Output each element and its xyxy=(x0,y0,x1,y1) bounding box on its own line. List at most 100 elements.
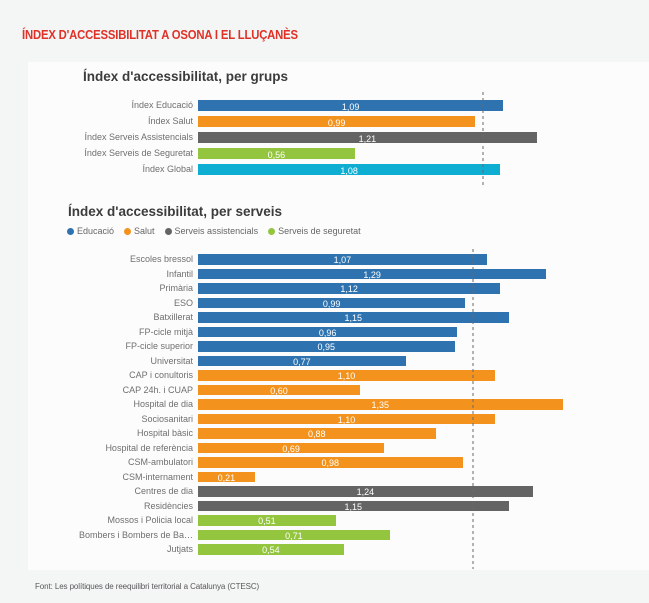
chart-services-title: Índex d'accessibilitat, per serveis xyxy=(68,204,283,219)
value-label: 0,95 xyxy=(317,342,336,352)
bar: 1,08 xyxy=(198,163,501,176)
category-label: CSM-ambulatori xyxy=(127,457,193,468)
value-label: 1,09 xyxy=(341,101,360,112)
bar: 0,99 xyxy=(198,115,476,128)
bar: 0,51 xyxy=(198,515,336,526)
category-label: CSM-internament xyxy=(122,471,193,482)
value-label: 0,96 xyxy=(318,327,337,338)
bar-row: Universitat 0,77 xyxy=(28,354,649,369)
chart-services-legend: Educació Salut Serveis assistencials Servei… xyxy=(67,226,361,236)
bar: 1,15 xyxy=(198,312,509,323)
value-label: 0,71 xyxy=(285,530,303,541)
bar-row: Primària 1,12 xyxy=(28,281,649,296)
bar: 1,09 xyxy=(198,99,504,112)
source-note: Font: Les polítiques de reequilibri terr… xyxy=(35,582,260,591)
bar-row: Índex Serveis Assistencials 1,21 xyxy=(28,129,649,145)
legend-item: Serveis assistencials xyxy=(164,226,259,236)
legend-dot-icon xyxy=(164,227,172,235)
value-label: 1,07 xyxy=(333,255,352,265)
value-label: 1,35 xyxy=(371,400,390,410)
bar-row: Batxillerat 1,15 xyxy=(28,310,649,325)
bar: 0,56 xyxy=(198,147,355,160)
bar: 0,21 xyxy=(198,471,255,483)
legend-item: Serveis de seguretat xyxy=(268,226,361,236)
legend-dot-icon xyxy=(67,227,74,235)
value-label: 1,10 xyxy=(337,414,356,425)
bar-row: Centres de dia 1,24 xyxy=(28,484,649,499)
value-label: 0,56 xyxy=(267,149,286,160)
category-label: ESO xyxy=(173,297,193,308)
category-label: Hospital de dia xyxy=(133,399,193,410)
bar-row: Índex Global 1,08 xyxy=(28,161,649,177)
bar: 0,71 xyxy=(198,529,390,541)
reference-line xyxy=(482,92,484,186)
bar: 0,54 xyxy=(198,544,344,555)
legend-label: Educació xyxy=(77,226,115,236)
bar: 0,95 xyxy=(198,341,455,352)
bar-row: ESO 0,99 xyxy=(28,296,649,311)
value-label: 0,99 xyxy=(327,117,346,128)
bar: 1,35 xyxy=(198,399,563,410)
category-label: Residències xyxy=(143,500,193,511)
bar-row: CSM-internament 0,21 xyxy=(28,470,649,485)
category-label: Primària xyxy=(159,283,193,294)
bar: 1,29 xyxy=(198,268,547,280)
category-label: Infantil xyxy=(166,268,193,279)
bar-row: Hospital de referència 0,69 xyxy=(28,441,649,456)
value-label: 0,21 xyxy=(217,472,236,483)
bar-row: Índex Serveis de Seguretat 0,56 xyxy=(28,145,649,161)
bar-row: Infantil 1,29 xyxy=(28,267,649,282)
category-label: Jutjats xyxy=(166,544,193,555)
category-label: Universitat xyxy=(150,355,193,366)
bar-row: Mossos i Policia local 0,51 xyxy=(28,513,649,528)
bar: 1,15 xyxy=(198,500,509,512)
value-label: 1,15 xyxy=(344,313,363,323)
value-label: 1,12 xyxy=(340,284,358,294)
category-label: Centres de dia xyxy=(134,486,193,497)
category-label: FP-cicle mitjà xyxy=(138,326,193,337)
value-label: 0,51 xyxy=(258,516,276,526)
chart-panel: Índex d'accessibilitat, per grups Índex … xyxy=(28,62,649,570)
bar: 1,10 xyxy=(198,413,495,425)
bar-row: Índex Educació 1,09 xyxy=(28,97,649,113)
category-label: Batxillerat xyxy=(153,312,193,323)
value-label: 1,24 xyxy=(356,487,375,497)
chart-groups-title: Índex d'accessibilitat, per grups xyxy=(83,69,289,84)
bar: 0,60 xyxy=(198,384,360,396)
category-label: Hospital de referència xyxy=(105,442,193,453)
legend-item: Educació xyxy=(67,226,114,236)
bar: 0,88 xyxy=(198,428,436,439)
category-label: Índex Global xyxy=(142,164,193,174)
category-label: Sociosanitari xyxy=(141,413,193,424)
bar-row: CAP 24h. i CUAP 0,60 xyxy=(28,383,649,398)
value-label: 0,98 xyxy=(321,458,340,468)
value-label: 0,60 xyxy=(270,385,288,396)
bar-row: CAP i conultoris 1,10 xyxy=(28,368,649,383)
category-label: Mossos i Policia local xyxy=(107,515,193,526)
bar: 0,69 xyxy=(198,442,385,454)
bar-row: Bombers i Bombers de Ba… 0,71 xyxy=(28,528,649,543)
bar: 0,99 xyxy=(198,297,466,309)
value-label: 1,15 xyxy=(344,501,363,512)
legend-label: Serveis assistencials xyxy=(174,226,259,236)
value-label: 0,54 xyxy=(262,545,280,555)
value-label: 1,10 xyxy=(337,371,356,381)
bar-row: Jutjats 0,54 xyxy=(28,542,649,557)
value-label: 1,21 xyxy=(358,133,377,144)
category-label: Bombers i Bombers de Ba… xyxy=(78,529,193,540)
category-label: FP-cicle superior xyxy=(125,341,193,352)
bar-row: Hospital bàsic 0,88 xyxy=(28,426,649,441)
category-label: Índex Serveis Assistencials xyxy=(84,132,193,142)
bar: 1,24 xyxy=(198,486,533,497)
bar-row: FP-cicle superior 0,95 xyxy=(28,339,649,354)
bar-row: Escoles bressol 1,07 xyxy=(28,252,649,267)
bar-row: FP-cicle mitjà 0,96 xyxy=(28,325,649,340)
legend-item: Salut xyxy=(124,226,155,236)
category-label: CAP 24h. i CUAP xyxy=(122,384,193,395)
bar: 1,10 xyxy=(198,370,495,381)
bar-row: Residències 1,15 xyxy=(28,499,649,514)
bar: 0,77 xyxy=(198,355,406,367)
bar-row: CSM-ambulatori 0,98 xyxy=(28,455,649,470)
category-label: Índex Serveis de Seguretat xyxy=(84,148,193,158)
bar-row: Sociosanitari 1,10 xyxy=(28,412,649,427)
